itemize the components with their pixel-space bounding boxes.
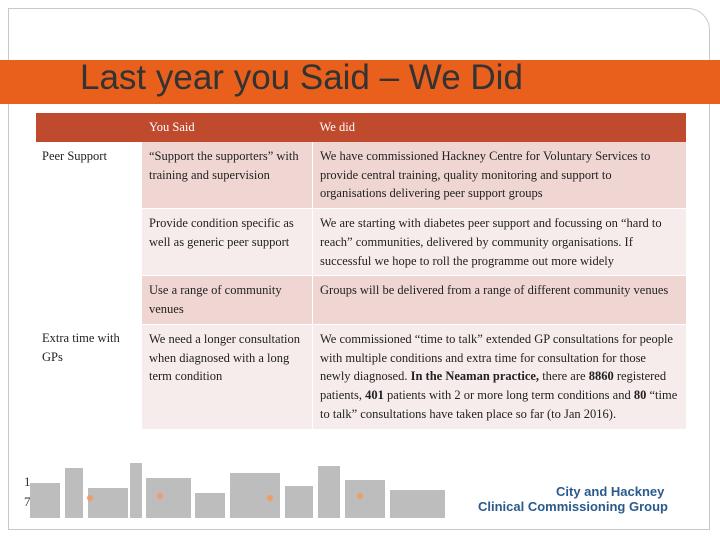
logo-line: City and Hackney: [556, 484, 665, 499]
table-row: Extra time with GPs We need a longer cons…: [36, 324, 686, 430]
said-cell: We need a longer consultation when diagn…: [142, 324, 313, 430]
title: Last year you Said – We Did: [80, 58, 523, 97]
table-row: Provide condition specific as well as ge…: [36, 208, 686, 277]
header-cell: We did: [312, 113, 686, 142]
header-cell: [36, 113, 142, 142]
header-row: You Said We did: [36, 113, 686, 142]
did-cell: We have commissioned Hackney Centre for …: [312, 141, 686, 209]
skyline: [30, 463, 445, 518]
text-run: “time to talk” consultations have taken …: [320, 388, 678, 421]
table-row: Peer Support “Support the supporters” wit…: [36, 141, 686, 325]
group-label: Peer Support: [36, 141, 142, 325]
text-run: registered patients,: [320, 369, 667, 402]
title-bar: [0, 60, 720, 104]
text-run: We commissioned “time to talk” extended …: [320, 331, 673, 384]
text-run: We are starting with diabetes peer suppo…: [320, 216, 662, 268]
logo-line: Clinical Commissioning Group: [478, 499, 668, 514]
said-cell: Use a range of community venues: [142, 275, 313, 325]
text-run: Groups will be delivered from a range of…: [320, 283, 669, 298]
table-row: Use a range of community venues Groups wi…: [36, 275, 686, 325]
text-run: 80: [633, 388, 647, 402]
did-cell: Groups will be delivered from a range of…: [312, 275, 686, 325]
text-run: patients with 2 or more long term condit…: [383, 388, 634, 402]
logo: City and Hackney Clinical Commissioning G…: [478, 484, 668, 514]
page-number: 17: [24, 474, 31, 509]
text-run: 8860: [588, 369, 614, 384]
did-cell: We commissioned “time to talk” extended …: [312, 324, 686, 430]
did-cell: We are starting with diabetes peer suppo…: [312, 208, 686, 277]
table: You Said We did Peer Support “Support the s…: [36, 113, 686, 430]
text-run: In the Neaman practice,: [410, 369, 540, 384]
text-run: 401: [365, 388, 384, 402]
text-run: We have commissioned Hackney Centre for …: [320, 148, 651, 201]
group-label: Extra time with GPs: [36, 324, 142, 429]
text-run: there are: [539, 369, 589, 384]
said-cell: Provide condition specific as well as ge…: [142, 208, 313, 277]
header-cell: You Said: [142, 113, 313, 142]
said-cell: “Support the supporters” with training a…: [142, 141, 313, 209]
frame: [8, 8, 710, 530]
